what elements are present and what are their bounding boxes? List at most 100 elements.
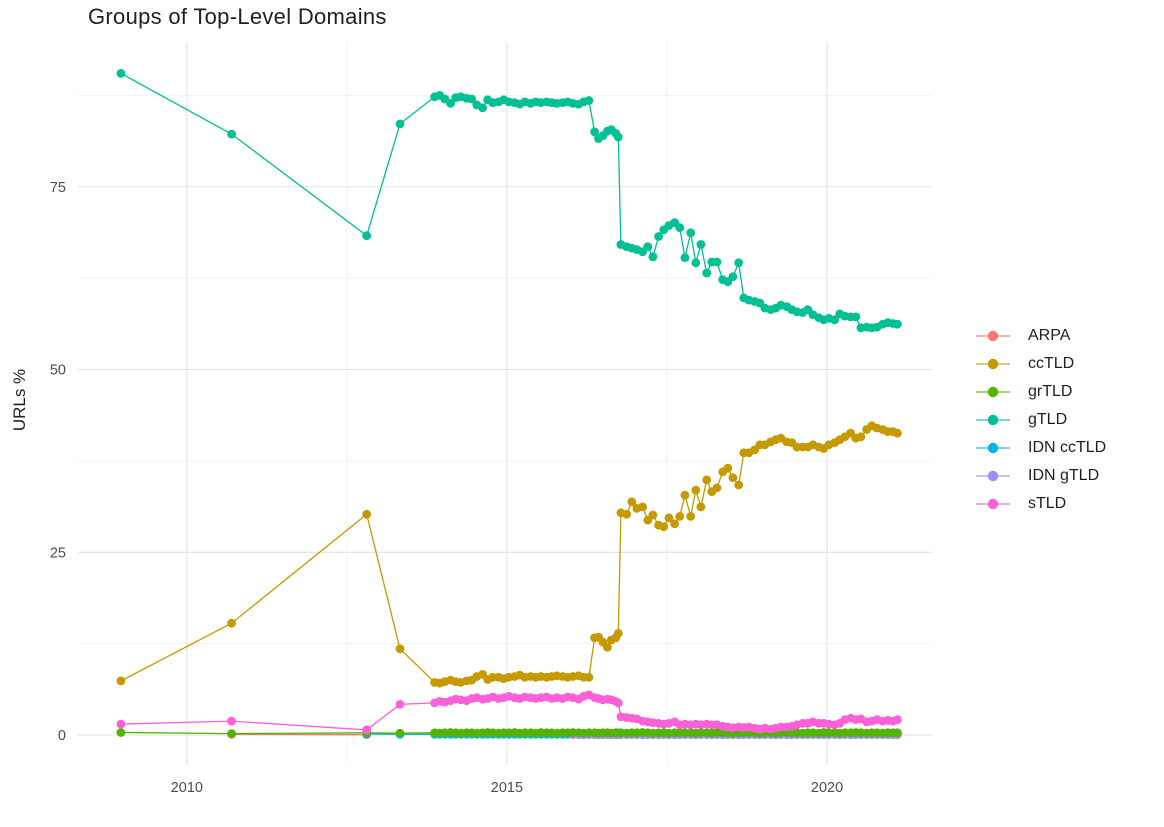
legend-item-gTLD: gTLD <box>974 406 1106 434</box>
data-point <box>675 223 685 233</box>
data-point <box>893 319 902 329</box>
data-point <box>638 502 647 512</box>
data-point <box>116 719 126 729</box>
legend-label: gTLD <box>1028 411 1068 428</box>
data-point <box>734 480 744 490</box>
data-point <box>893 715 902 725</box>
data-point <box>116 728 126 737</box>
data-point <box>686 228 696 238</box>
data-point <box>584 96 594 105</box>
legend-item-IDN-gTLD: IDN gTLD <box>974 462 1106 490</box>
data-point <box>590 127 599 137</box>
data-point <box>627 497 637 507</box>
data-point <box>446 99 455 108</box>
legend-label: IDN ccTLD <box>1028 439 1107 456</box>
series-line <box>120 72 898 329</box>
data-point <box>362 725 372 735</box>
data-point <box>613 698 623 708</box>
data-point <box>851 312 861 322</box>
data-point <box>659 522 669 532</box>
data-point <box>613 629 623 638</box>
x-tick-label: 2010 <box>171 780 203 796</box>
data-point <box>680 490 690 500</box>
series-sTLD <box>116 690 902 735</box>
data-point <box>680 253 690 263</box>
data-point <box>691 258 701 268</box>
data-point <box>654 232 663 241</box>
data-point <box>395 728 405 738</box>
legend: ARPA ccTLD grTLD gTLD IDN ccTLD IDN gTLD sTLD <box>974 322 1106 518</box>
x-tick-label: 2020 <box>811 780 843 796</box>
legend-key-icon <box>976 330 1010 342</box>
data-point <box>362 509 372 519</box>
y-tick-label: 75 <box>50 180 66 196</box>
data-point <box>696 240 706 249</box>
data-point <box>648 252 658 262</box>
data-point <box>728 272 738 282</box>
axis-tick-labels: 0 25 50 75 2010 2015 2020 <box>50 180 843 796</box>
data-point <box>643 242 653 252</box>
data-point <box>691 485 701 495</box>
data-point <box>734 258 744 268</box>
data-point <box>227 729 237 738</box>
data-point <box>613 132 623 142</box>
data-point <box>227 716 237 726</box>
y-tick-label: 0 <box>58 728 66 744</box>
x-tick-label: 2015 <box>491 780 523 796</box>
data-point <box>702 268 712 278</box>
data-point <box>395 699 405 709</box>
data-point <box>830 315 840 325</box>
legend-item-ARPA: ARPA <box>974 322 1106 350</box>
data-point <box>723 463 733 473</box>
data-point <box>648 510 658 520</box>
legend-label: sTLD <box>1028 495 1067 512</box>
data-point <box>116 69 126 78</box>
data-point <box>702 475 712 485</box>
data-point <box>116 676 126 686</box>
data-point <box>395 644 405 654</box>
data-point <box>664 513 674 523</box>
y-tick-label: 50 <box>50 363 66 379</box>
data-point <box>686 512 696 521</box>
legend-key-icon <box>976 358 1010 370</box>
legend-key-icon <box>976 414 1010 426</box>
data-point <box>603 642 612 652</box>
data-point <box>395 119 405 129</box>
legend-item-IDN-ccTLD: IDN ccTLD <box>974 434 1106 462</box>
data-point <box>893 428 902 438</box>
series-ccTLD <box>116 421 902 688</box>
data-point <box>893 728 902 738</box>
data-point <box>227 129 237 139</box>
data-point <box>696 502 706 512</box>
legend-key-icon <box>976 442 1010 454</box>
y-tick-label: 25 <box>50 545 66 561</box>
data-point <box>227 618 237 628</box>
data-point <box>362 231 372 241</box>
series-ARPA <box>227 729 372 740</box>
series-grTLD <box>116 728 902 738</box>
gridlines <box>78 42 932 765</box>
data-point <box>712 257 722 267</box>
data-point <box>728 473 738 483</box>
series-line <box>120 425 898 684</box>
data-point <box>670 519 679 529</box>
legend-item-ccTLD: ccTLD <box>974 350 1106 378</box>
legend-key-icon <box>976 470 1010 482</box>
legend-item-sTLD: sTLD <box>974 490 1106 518</box>
data-point <box>622 509 631 519</box>
data-point <box>712 483 722 493</box>
legend-item-grTLD: grTLD <box>974 378 1106 406</box>
data-point <box>584 672 594 682</box>
data-point <box>478 103 487 113</box>
legend-label: grTLD <box>1028 383 1073 400</box>
legend-key-icon <box>976 386 1010 398</box>
legend-label: ccTLD <box>1028 355 1075 372</box>
data-point <box>467 94 477 104</box>
chart-title: Groups of Top-Level Domains <box>88 4 387 29</box>
legend-label: IDN gTLD <box>1028 467 1100 484</box>
legend-key-icon <box>976 498 1010 510</box>
legend-label: ARPA <box>1028 327 1071 344</box>
data-point <box>675 512 685 521</box>
series-gTLD <box>116 69 902 333</box>
